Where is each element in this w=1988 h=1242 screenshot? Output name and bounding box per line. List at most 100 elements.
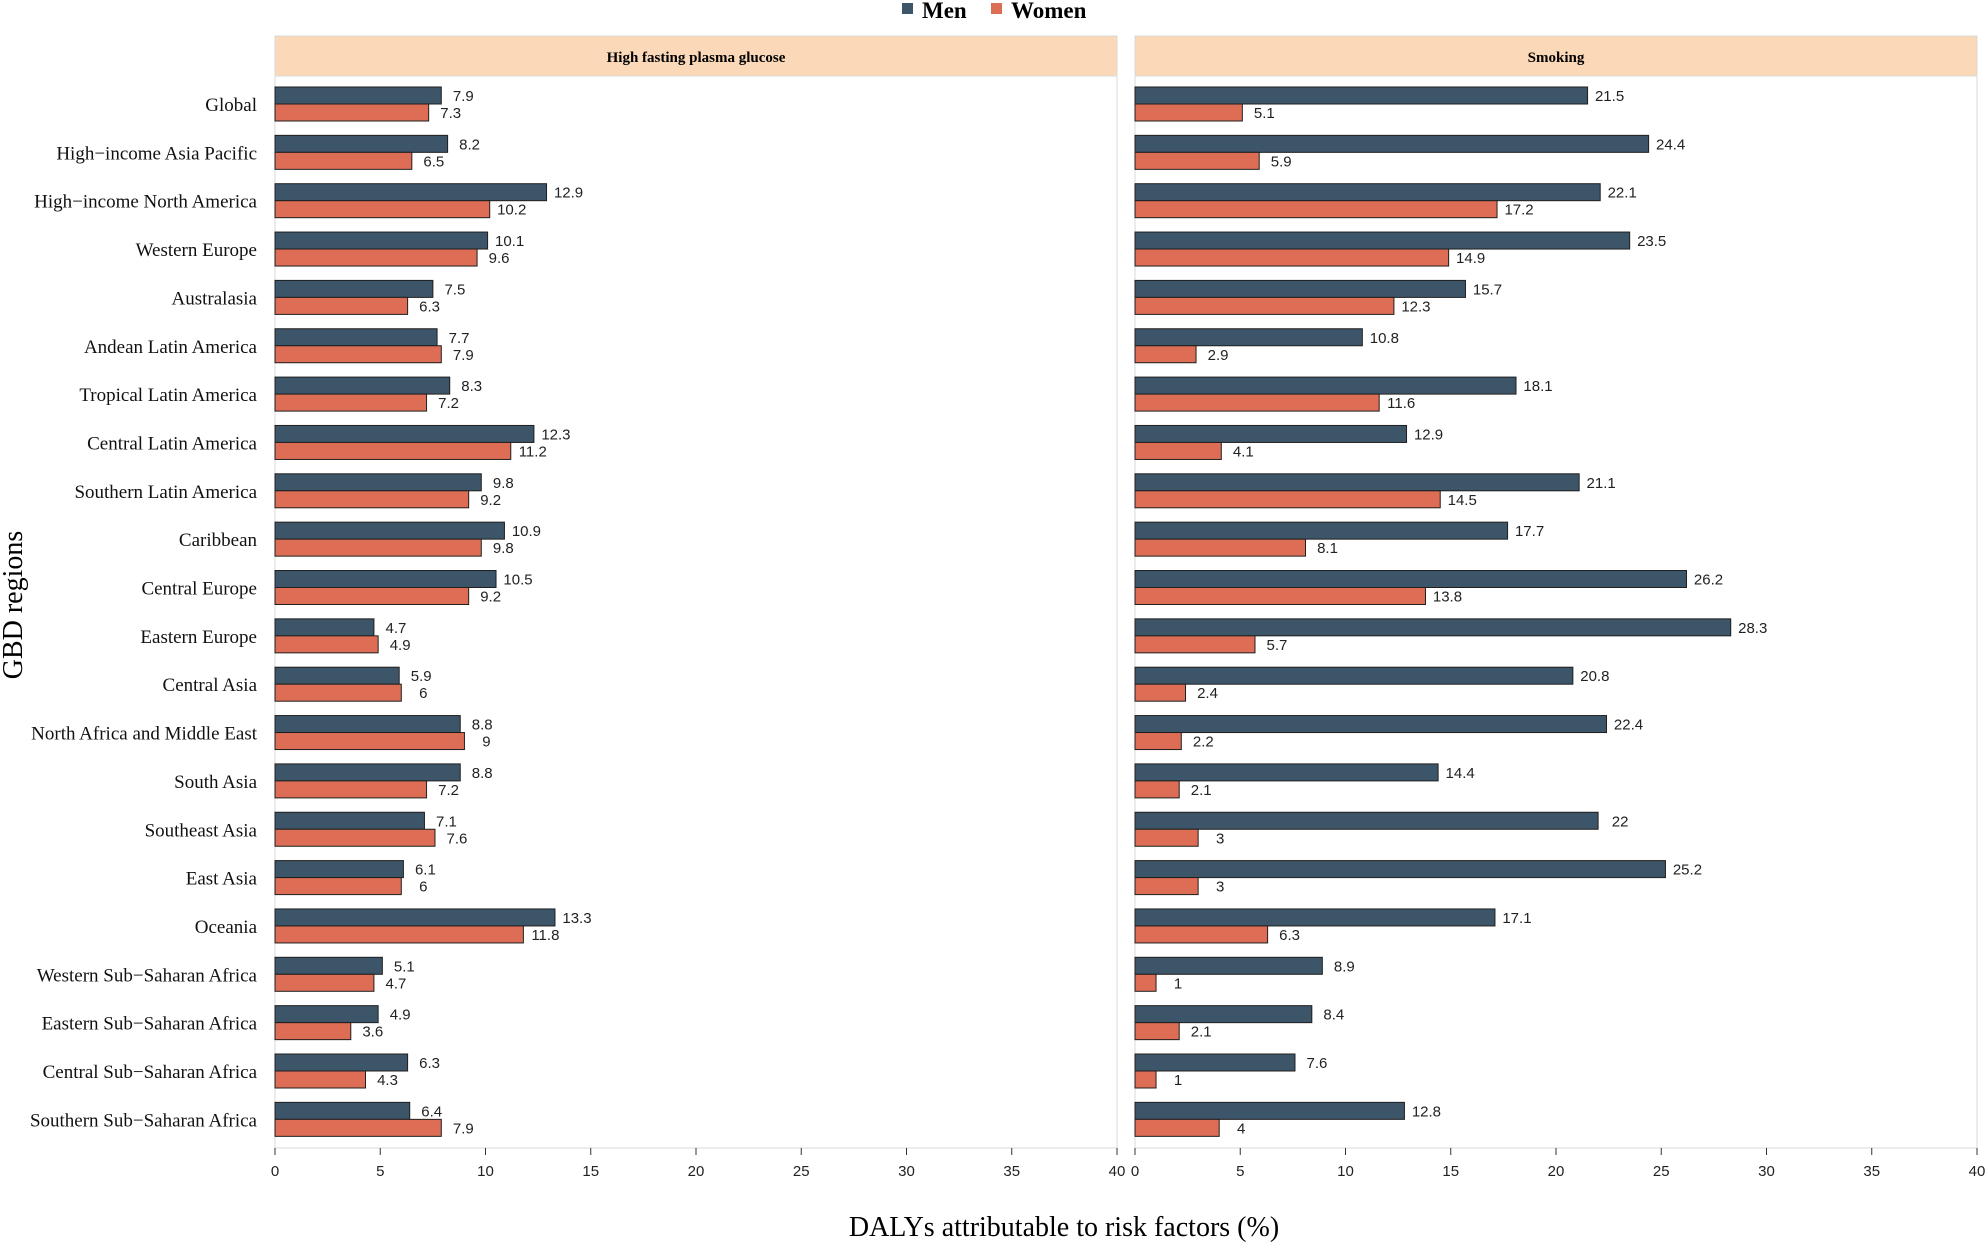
category-label: High−income North America bbox=[34, 192, 257, 213]
bar-value-label: 21.1 bbox=[1587, 475, 1616, 492]
bar-men bbox=[1134, 1053, 1296, 1072]
bar-value-label: 8.9 bbox=[1334, 958, 1355, 975]
bar-value-label: 6.5 bbox=[423, 153, 444, 170]
x-tick-label: 40 bbox=[1109, 1163, 1126, 1180]
bar-men bbox=[1134, 570, 1688, 588]
x-tick-label: 30 bbox=[1758, 1163, 1775, 1180]
bar-value-label: 6.4 bbox=[421, 1103, 442, 1120]
category-label: Central Europe bbox=[141, 579, 257, 600]
category-label: High−income Asia Pacific bbox=[56, 143, 257, 164]
legend-label: Women bbox=[1011, 0, 1087, 23]
bar-value-label: 9.2 bbox=[480, 492, 501, 509]
bar-women bbox=[274, 635, 379, 654]
bar-value-label: 11.8 bbox=[531, 927, 559, 944]
legend: Men Women bbox=[902, 0, 1087, 23]
bar-women bbox=[1134, 587, 1426, 605]
category-label: Eastern Europe bbox=[140, 627, 257, 648]
bar-men bbox=[274, 279, 434, 298]
bar-value-label: 1 bbox=[1174, 975, 1182, 992]
bar-value-label: 11.6 bbox=[1387, 395, 1415, 412]
bar-value-label: 7.9 bbox=[453, 347, 474, 364]
bar-value-label: 4.7 bbox=[386, 620, 407, 637]
bar-women bbox=[274, 441, 512, 460]
bar-value-label: 10.9 bbox=[512, 523, 541, 540]
category-label: Southern Latin America bbox=[74, 482, 257, 503]
bar-men bbox=[1134, 860, 1666, 879]
bar-value-label: 2.2 bbox=[1193, 734, 1214, 751]
category-label: Tropical Latin America bbox=[79, 385, 257, 406]
bar-value-label: 4.1 bbox=[1233, 443, 1254, 460]
bar-women bbox=[274, 538, 482, 557]
x-tick-label: 25 bbox=[793, 1163, 810, 1180]
bar-value-label: 3.6 bbox=[362, 1024, 383, 1041]
bar-value-label: 7.5 bbox=[444, 281, 465, 298]
bar-women bbox=[274, 345, 442, 364]
bar-women bbox=[1134, 441, 1222, 460]
bar-value-label: 22 bbox=[1612, 813, 1629, 830]
bar-value-label: 6 bbox=[419, 685, 427, 702]
bar-men bbox=[1134, 1005, 1313, 1024]
bar-value-label: 10.8 bbox=[1370, 330, 1399, 347]
x-tick-label: 10 bbox=[477, 1163, 494, 1180]
x-tick-label: 5 bbox=[376, 1163, 384, 1180]
bar-value-label: 9.8 bbox=[493, 475, 514, 492]
bar-value-label: 7.6 bbox=[447, 830, 468, 847]
x-tick-label: 40 bbox=[1969, 1163, 1986, 1180]
category-label: Southeast Asia bbox=[145, 820, 258, 841]
bar-value-label: 8.2 bbox=[459, 136, 480, 153]
bar-women bbox=[274, 1022, 352, 1041]
bar-men bbox=[274, 956, 383, 975]
x-tick-label: 20 bbox=[688, 1163, 705, 1180]
bar-value-label: 6.3 bbox=[419, 298, 440, 315]
bar-value-label: 9.2 bbox=[480, 589, 501, 606]
bar-value-label: 7.1 bbox=[436, 813, 457, 830]
x-tick-label: 10 bbox=[1337, 1163, 1354, 1180]
category-label: Eastern Sub−Saharan Africa bbox=[42, 1014, 258, 1035]
category-label: Caribbean bbox=[179, 530, 258, 551]
bar-value-label: 5.9 bbox=[411, 668, 432, 685]
bar-value-label: 7.3 bbox=[440, 105, 461, 122]
bar-value-label: 22.1 bbox=[1608, 185, 1637, 202]
bar-value-label: 5.7 bbox=[1267, 637, 1288, 654]
category-label: North Africa and Middle East bbox=[31, 724, 258, 745]
category-label: Central Asia bbox=[163, 675, 258, 696]
category-labels: Global High−income Asia Pacific High−incom… bbox=[30, 95, 258, 1131]
panel-header bbox=[274, 35, 1118, 77]
bar-value-label: 6.3 bbox=[1279, 927, 1300, 944]
bar-value-label: 14.5 bbox=[1448, 492, 1477, 509]
bar-value-label: 26.2 bbox=[1694, 572, 1723, 589]
bar-men bbox=[1134, 328, 1363, 347]
bar-men bbox=[274, 570, 497, 588]
bar-men bbox=[274, 183, 548, 202]
bar-value-label: 8.8 bbox=[472, 765, 493, 782]
bar-women bbox=[1134, 732, 1182, 751]
x-tick-label: 30 bbox=[898, 1163, 915, 1180]
bar-value-label: 8.8 bbox=[472, 717, 493, 734]
category-label: Andean Latin America bbox=[84, 337, 258, 358]
bar-value-label: 9.8 bbox=[493, 540, 514, 557]
bar-men bbox=[274, 328, 438, 347]
bar-value-label: 2.1 bbox=[1191, 1024, 1212, 1041]
bar-value-label: 4.7 bbox=[386, 975, 407, 992]
bar-men bbox=[1134, 473, 1580, 492]
bar-women bbox=[1134, 925, 1269, 944]
x-tick-label: 5 bbox=[1236, 1163, 1244, 1180]
bar-men bbox=[1134, 763, 1439, 782]
category-label: Western Sub−Saharan Africa bbox=[37, 965, 258, 986]
bar-men bbox=[274, 86, 442, 105]
bar-men bbox=[274, 424, 535, 443]
bar-men bbox=[1134, 376, 1517, 395]
bar-value-label: 6.3 bbox=[419, 1055, 440, 1072]
x-axis-title: DALYs attributable to risk factors (%) bbox=[849, 1212, 1279, 1242]
bar-men bbox=[1134, 618, 1732, 637]
bar-value-label: 13.3 bbox=[562, 910, 591, 927]
bar-men bbox=[274, 1053, 409, 1072]
bar-value-label: 5.1 bbox=[394, 958, 415, 975]
bar-women bbox=[1134, 973, 1157, 992]
bar-value-label: 2.4 bbox=[1197, 685, 1218, 702]
bar-women bbox=[1134, 538, 1307, 557]
category-label: Australasia bbox=[172, 288, 258, 309]
legend-label: Men bbox=[922, 0, 967, 23]
